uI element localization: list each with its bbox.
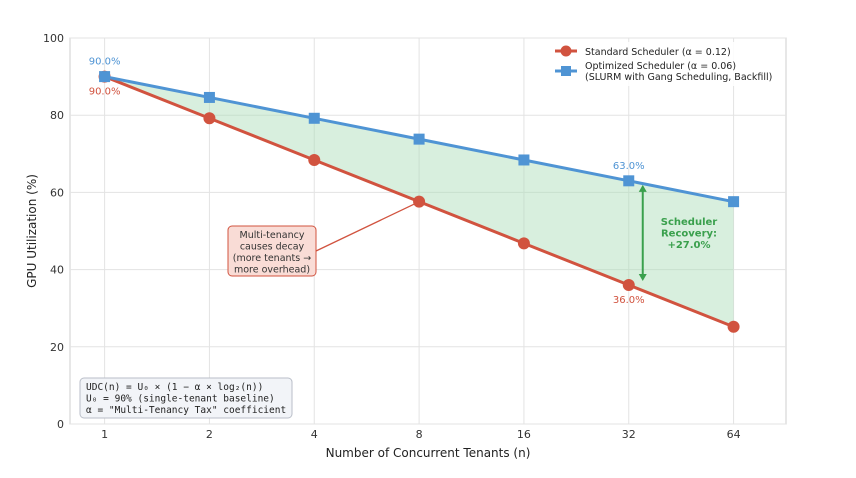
legend-marker-0 xyxy=(560,45,572,57)
series-0-point xyxy=(727,320,740,333)
y-tick-label: 80 xyxy=(50,109,64,122)
decay-note-text: causes decay xyxy=(240,242,305,253)
series-0-point xyxy=(308,153,321,166)
formula-text: U₀ = 90% (single-tenant baseline) xyxy=(86,394,275,405)
legend-label-1: Optimized Scheduler (α = 0.06) xyxy=(585,61,736,72)
decay-note-text: more overhead) xyxy=(234,265,310,276)
series-1-point xyxy=(623,175,635,187)
x-tick-label: 32 xyxy=(622,428,636,441)
recovery-label-text: Recovery: xyxy=(661,229,717,240)
series-1-point xyxy=(99,71,111,83)
decay-note-text: Multi-tenancy xyxy=(240,230,305,241)
y-tick-label: 20 xyxy=(50,341,64,354)
x-tick-label: 64 xyxy=(727,428,741,441)
formula-text: UDC(n) = U₀ × (1 − α × log₂(n)) xyxy=(86,382,263,393)
data-label: 63.0% xyxy=(613,161,645,172)
decay-note-box xyxy=(227,225,317,277)
x-tick-label: 4 xyxy=(311,428,318,441)
y-tick-label: 0 xyxy=(57,418,64,431)
y-tick-label: 100 xyxy=(43,32,64,45)
y-axis-title: GPU Utilization (%) xyxy=(25,174,39,288)
decay-arrow-line xyxy=(315,203,416,252)
x-tick-label: 16 xyxy=(517,428,531,441)
series-1-point xyxy=(413,133,425,145)
recovery-label-text: +27.0% xyxy=(667,240,710,251)
recovery-arrowhead-up xyxy=(638,184,647,192)
x-tick-label: 2 xyxy=(206,428,213,441)
recovery-label-text: Scheduler xyxy=(661,217,718,228)
plot-area xyxy=(69,37,787,425)
legend-label-1-line2: (SLURM with Gang Scheduling, Backfill) xyxy=(585,72,772,83)
legend-label-0: Standard Scheduler (α = 0.12) xyxy=(585,47,731,58)
x-tick-label: 1 xyxy=(101,428,108,441)
legend-box xyxy=(549,42,781,86)
series-1-point xyxy=(308,112,320,124)
series-1-point xyxy=(203,91,215,103)
series-0-point xyxy=(413,195,426,208)
formula-box xyxy=(79,377,293,419)
series-1-point xyxy=(728,196,740,208)
axes-layer: 0 20 40 60 80 100 1 2 4 8 16 32 64 Number of Concurre… xyxy=(25,32,741,460)
data-label: 36.0% xyxy=(613,295,645,306)
formula-text: α = "Multi-Tenancy Tax" coefficient xyxy=(86,405,286,416)
series-layer xyxy=(98,70,740,333)
grid-layer xyxy=(69,37,787,425)
series-1-point xyxy=(518,154,530,166)
legend-marker-1 xyxy=(561,66,571,76)
data-label: 90.0% xyxy=(89,87,121,98)
annotation-layer: 90.0% 90.0% 63.0% 36.0% Multi-tenancycauses … xyxy=(79,57,718,419)
legend: Standard Scheduler (α = 0.12) Optimized S… xyxy=(549,42,781,86)
series-0-point xyxy=(517,237,530,250)
recovery-arrowhead-down xyxy=(638,274,647,282)
series-0-point xyxy=(622,279,635,292)
y-tick-label: 60 xyxy=(50,186,64,199)
series-0-point xyxy=(203,112,216,125)
y-tick-label: 40 xyxy=(50,264,64,277)
x-tick-label: 8 xyxy=(416,428,423,441)
decay-note-text: (more tenants → xyxy=(233,253,311,264)
data-label: 90.0% xyxy=(89,57,121,68)
x-axis-title: Number of Concurrent Tenants (n) xyxy=(326,446,531,460)
